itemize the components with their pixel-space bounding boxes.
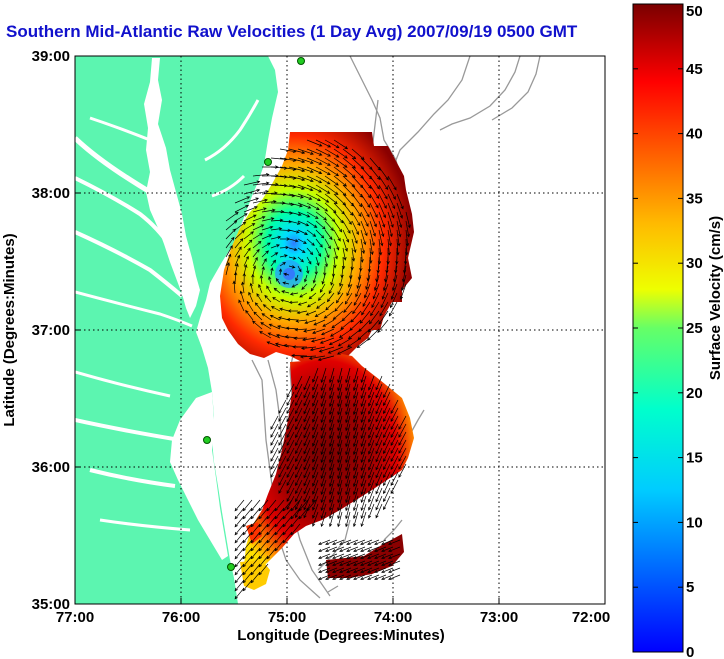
- radar-station-marker: [227, 563, 235, 571]
- colorbar-tick-label: 50: [686, 3, 703, 20]
- colorbar-tick-label: 10: [686, 514, 703, 531]
- map-title: Southern Mid-Atlantic Raw Velocities (1 …: [6, 22, 578, 41]
- radar-station-marker: [264, 158, 272, 166]
- colorbar: [632, 3, 684, 653]
- colorbar-tick-label: 0: [686, 644, 694, 659]
- colorbar-tick-label: 40: [686, 126, 703, 143]
- x-tick-label: 76:00: [162, 609, 200, 626]
- velocity-field-north: [220, 132, 414, 364]
- y-tick-label: 37:00: [32, 322, 70, 339]
- radar-station-marker: [297, 57, 305, 65]
- radar-stations: [203, 57, 305, 571]
- y-axis-label: Latitude (Degrees:Minutes): [1, 233, 18, 426]
- velocity-field-patch-sw: [240, 560, 270, 590]
- y-tick-label: 35:00: [32, 596, 70, 613]
- pamlico-sound: [170, 392, 228, 560]
- x-tick-label: 77:00: [56, 609, 94, 626]
- colorbar-tick-label: 5: [686, 579, 694, 596]
- x-tick-label: 72:00: [572, 609, 610, 626]
- y-tick-label: 38:00: [32, 185, 70, 202]
- x-tick-label: 73:00: [480, 609, 518, 626]
- colorbar-tick-label: 30: [686, 255, 703, 272]
- colorbar-tick-label: 20: [686, 385, 703, 402]
- grid-lines: [75, 56, 605, 604]
- velocity-field-south: [244, 354, 414, 580]
- colorbar-label: Surface Velocity (cm/s): [707, 216, 724, 380]
- chesapeake-bay: [144, 58, 200, 318]
- colorbar-tick-label: 35: [686, 190, 703, 207]
- velocity-vectors: [225, 139, 411, 600]
- colorbar-tick-label: 45: [686, 61, 703, 78]
- radar-station-marker: [203, 436, 211, 444]
- x-tick-label: 74:00: [374, 609, 412, 626]
- colorbar-ticks: [633, 3, 683, 653]
- y-tick-label: 39:00: [32, 48, 70, 65]
- colorbar-tick-label: 25: [686, 320, 703, 337]
- x-tick-label: 75:00: [268, 609, 306, 626]
- y-tick-label: 36:00: [32, 459, 70, 476]
- x-axis-label: Longitude (Degrees:Minutes): [237, 627, 445, 644]
- colorbar-tick-label: 15: [686, 450, 703, 467]
